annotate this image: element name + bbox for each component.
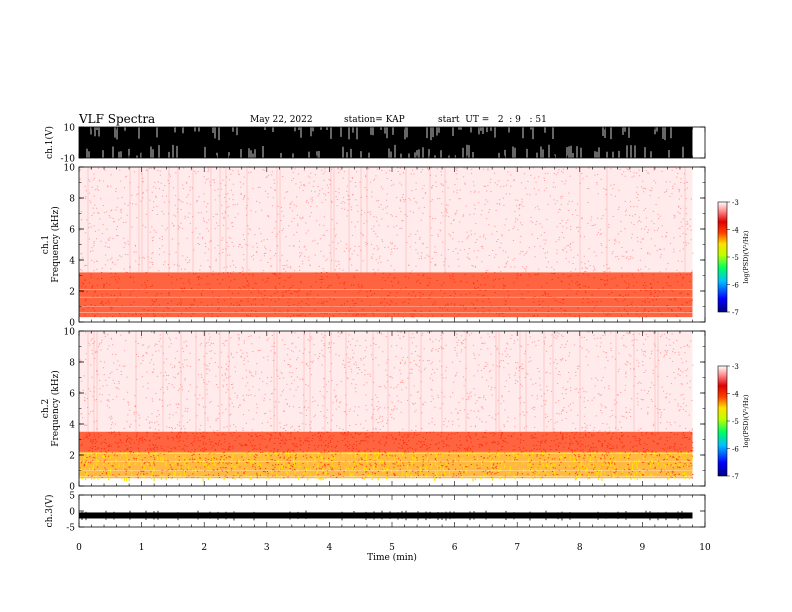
ch1-spectrogram-colorbar-tick-label: -3 bbox=[732, 199, 739, 207]
x-tick-label: 10 bbox=[699, 543, 711, 553]
ch2-spectrogram-colorbar bbox=[717, 365, 728, 477]
ch1-spectrogram-ytick-label: 8 bbox=[69, 195, 75, 205]
ch2-spectrogram-ytick-label: 8 bbox=[69, 359, 75, 369]
ch1-spectrogram-streaks bbox=[87, 167, 686, 276]
ch2-spectrogram-band-2 bbox=[79, 331, 693, 432]
ch3-waveform-ytick-label: -5 bbox=[66, 524, 75, 534]
ch2-spectrogram-ytick-label: 6 bbox=[69, 390, 75, 400]
ch3-waveform-y-ticks bbox=[79, 494, 705, 528]
ch2-spectrogram-y-minor-ticks bbox=[79, 330, 705, 487]
ch1-spectrogram-ylabel-channel: ch.1 bbox=[41, 235, 51, 254]
ch1-spectrogram-ytick-label: 6 bbox=[69, 226, 75, 236]
station-label: station= KAP bbox=[344, 115, 405, 125]
ch2-spectrogram-ylabel-frequency: Frequency (kHz) bbox=[50, 370, 61, 447]
ch1-waveform-fill bbox=[79, 127, 693, 158]
ch1-spectrogram-colorbar-tick-label: -5 bbox=[732, 254, 739, 262]
ch1-spectrogram-colorbar-tick-label: -7 bbox=[732, 309, 739, 317]
ch1-waveform-gaps bbox=[86, 127, 684, 158]
ch1-spectrogram-ytick-label: 10 bbox=[64, 164, 76, 174]
ch2-spectrogram-colorbar-ticks bbox=[727, 365, 730, 477]
ch1-spectrogram-ytick-label: 4 bbox=[69, 257, 75, 267]
ch2-spectrogram-colorbar-tick-label: -3 bbox=[732, 363, 739, 371]
x-axis-title: Time (min) bbox=[367, 552, 417, 563]
ch2-spectrogram-colorbar-tick-label: -7 bbox=[732, 473, 739, 481]
ch1-spectrogram-ylabel-frequency: Frequency (kHz) bbox=[50, 206, 61, 283]
ch1-spectrogram-colorbar-label: log(PSD)(V²/Hz) bbox=[742, 230, 750, 283]
x-tick-label: 3 bbox=[264, 543, 270, 553]
x-tick-label: 9 bbox=[640, 543, 646, 553]
ch2-spectrogram-colorbar-tick-label: -4 bbox=[732, 391, 739, 399]
ch1-spectrogram-band-1 bbox=[79, 167, 693, 273]
ch1-spectrogram-colorbar-ticks bbox=[727, 201, 730, 313]
x-tick-label: 1 bbox=[139, 543, 145, 553]
x-tick-label: 7 bbox=[514, 543, 520, 553]
x-tick-label: 5 bbox=[389, 543, 395, 553]
ch2-spectrogram-colorbar-tick-label: -5 bbox=[732, 418, 739, 426]
ch2-spectrogram-ylabel-channel: ch.2 bbox=[41, 399, 51, 418]
ch1-spectrogram-colorbar-tick-label: -4 bbox=[732, 227, 739, 235]
recording-date: May 22, 2022 bbox=[250, 115, 313, 125]
ch3-waveform-jitter bbox=[81, 510, 683, 521]
start-time: start UT = 2 : 9 : 51 bbox=[438, 115, 547, 125]
ch1-spectrogram-y-minor-ticks bbox=[79, 166, 705, 323]
x-tick-label: 8 bbox=[577, 543, 583, 553]
ch3-waveform-ytick-label: 5 bbox=[69, 492, 75, 502]
ch2-spectrogram-colorbar-tick-label: -6 bbox=[732, 446, 739, 454]
ch1-spectrogram-colorbar bbox=[717, 201, 728, 313]
ch2-spectrogram-x-ticks bbox=[78, 331, 706, 486]
ch2-spectrogram-ytick-label: 0 bbox=[69, 483, 75, 493]
ch3-waveform-ylabel: ch.3(V) bbox=[44, 495, 55, 528]
ch1-spectrogram-colorbar-tick-label: -6 bbox=[732, 282, 739, 290]
ch2-spectrogram-speckle-1 bbox=[80, 431, 694, 453]
ch1-waveform-ytick-label: -10 bbox=[61, 155, 76, 165]
ch1-spectrogram-speckle-0 bbox=[81, 271, 693, 318]
ch1-waveform-y-ticks bbox=[79, 126, 705, 159]
x-tick-label: 2 bbox=[201, 543, 207, 553]
ch3-waveform-x-ticks bbox=[78, 495, 706, 527]
ch2-spectrogram-speckle-2 bbox=[79, 330, 694, 433]
ch1-spectrogram-ytick-label: 0 bbox=[69, 319, 75, 329]
x-tick-label: 6 bbox=[452, 543, 458, 553]
ch1-spectrogram-ytick-label: 2 bbox=[69, 288, 75, 298]
ch3-waveform-trace bbox=[79, 512, 693, 519]
ch1-waveform-ytick-label: 10 bbox=[64, 124, 76, 134]
x-tick-label: 0 bbox=[76, 543, 82, 553]
ch1-spectrogram-x-ticks bbox=[78, 167, 706, 322]
ch1-waveform-x-ticks bbox=[78, 127, 706, 158]
x-tick-label: 4 bbox=[327, 543, 333, 553]
ch2-spectrogram-ytick-label: 10 bbox=[64, 328, 76, 338]
ch1-waveform-ylabel: ch.1(V) bbox=[44, 126, 55, 159]
ch1-spectrogram-speckle-1 bbox=[79, 166, 694, 273]
figure-title: VLF Spectra bbox=[79, 112, 156, 126]
data-layer bbox=[78, 127, 694, 521]
ch1-spectrogram-band-0 bbox=[79, 272, 693, 318]
ch2-spectrogram-streaks bbox=[87, 331, 659, 440]
ch2-spectrogram-ytick-label: 2 bbox=[69, 452, 75, 462]
ch3-waveform-ytick-label: 0 bbox=[69, 508, 75, 518]
ch2-spectrogram-colorbar-label: log(PSD)(V²/Hz) bbox=[742, 394, 750, 447]
ch2-spectrogram-ytick-label: 4 bbox=[69, 421, 75, 431]
